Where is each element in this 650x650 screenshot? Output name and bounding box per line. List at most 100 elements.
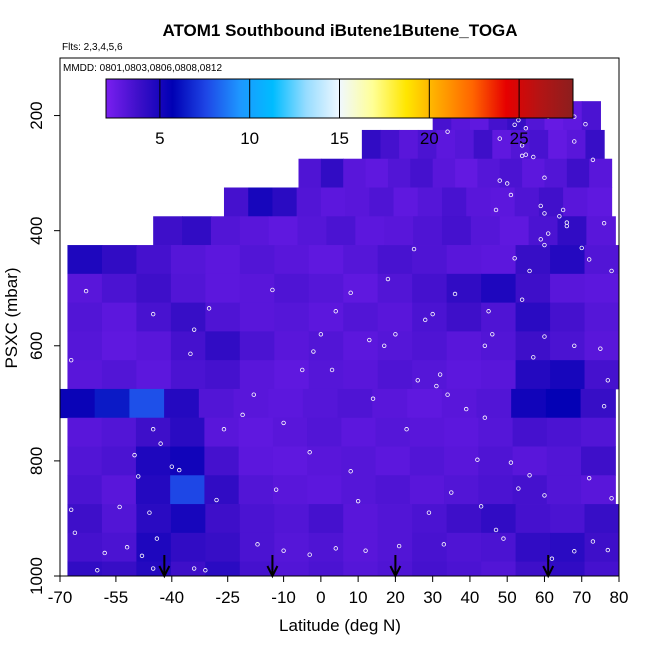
heatmap-cell <box>441 388 478 419</box>
sample-point <box>445 392 450 397</box>
heatmap-cell <box>375 446 411 476</box>
sample-point <box>348 290 353 296</box>
x-tick-label: 20 <box>386 588 405 607</box>
x-tick-label: -25 <box>215 588 240 607</box>
heatmap-cell <box>481 561 517 576</box>
heatmap-cell <box>470 216 501 246</box>
heatmap-cell <box>268 388 304 419</box>
sample-point <box>586 475 592 481</box>
heatmap-cell <box>446 561 482 576</box>
sample-point <box>482 415 488 420</box>
heatmap-cell <box>436 129 456 160</box>
heatmap-cell <box>511 388 547 419</box>
heatmap-cell <box>455 158 478 188</box>
heatmap-cell <box>204 417 240 447</box>
sample-point <box>519 153 525 159</box>
sample-point <box>486 309 491 314</box>
heatmap-cell <box>308 360 344 390</box>
sample-point <box>560 207 566 213</box>
heatmap-cell <box>585 129 605 160</box>
heatmap-cell <box>446 273 482 304</box>
heatmap-cell <box>557 216 587 246</box>
heatmap-cell <box>341 446 377 476</box>
heatmap-cell <box>481 302 517 332</box>
sample-point <box>169 464 174 469</box>
heatmap-cell <box>413 216 443 246</box>
heatmap-cell <box>550 504 586 534</box>
sample-point <box>583 121 588 127</box>
sample-point <box>542 175 547 180</box>
heatmap-cell <box>308 331 344 361</box>
heatmap-cell <box>343 561 379 576</box>
heatmap-cell <box>355 216 385 246</box>
sample-point <box>255 542 260 547</box>
heatmap-cell <box>481 273 517 304</box>
y-axis: 200 400 600 800 1000 <box>27 101 60 595</box>
heatmap-cell <box>499 158 523 188</box>
sample-point <box>572 139 577 144</box>
sample-point <box>221 427 227 432</box>
heatmap-cell <box>337 388 373 419</box>
heatmap-cell <box>238 475 274 505</box>
y-tick-label: 600 <box>27 332 46 360</box>
heatmap-cell <box>548 129 568 160</box>
heatmap-cell <box>136 331 172 361</box>
heatmap-cell <box>170 273 206 304</box>
heatmap-cell <box>377 245 413 275</box>
sample-points <box>68 114 614 573</box>
sample-point <box>382 343 387 348</box>
heatmap-cell <box>375 417 411 447</box>
heatmap-cell <box>170 360 206 390</box>
heatmap-cell <box>101 446 137 476</box>
heatmap-cell <box>205 302 241 332</box>
heatmap-cell <box>239 504 275 534</box>
heatmap-cell <box>136 360 172 390</box>
heatmap-cell <box>580 388 616 419</box>
sample-point <box>281 548 286 553</box>
heatmap-cell <box>409 417 445 447</box>
heatmap-cell <box>274 504 310 534</box>
x-tick-label: -10 <box>271 588 296 607</box>
heatmap-cell <box>387 158 411 188</box>
sample-point <box>601 220 607 226</box>
heatmap-cell <box>210 216 241 246</box>
sample-point <box>393 332 398 337</box>
heatmap-cell <box>444 475 479 505</box>
x-tick-label: 40 <box>460 588 479 607</box>
heatmap-cell <box>412 273 448 304</box>
heatmap-cell <box>274 302 310 332</box>
sample-point <box>150 311 156 317</box>
heatmap-cell <box>239 216 270 246</box>
heatmap-cell <box>204 475 240 505</box>
heatmap-cell <box>412 331 448 361</box>
heatmap-cell <box>67 475 103 505</box>
sample-point <box>482 343 488 348</box>
heatmap-cell <box>170 245 206 275</box>
sample-point <box>333 546 338 551</box>
heatmap-cell <box>407 388 443 419</box>
heatmap-cell <box>412 532 448 563</box>
heatmap-cell <box>136 504 172 534</box>
sample-point <box>557 214 562 219</box>
heatmap-cell <box>466 187 492 217</box>
sample-point <box>527 473 532 478</box>
heatmap-cell <box>170 475 206 505</box>
heatmap-cell <box>170 331 206 361</box>
heatmap-cell <box>566 158 590 188</box>
heatmap-cell <box>239 360 275 390</box>
heatmap-cell <box>67 561 103 576</box>
heatmap-cell <box>587 187 613 217</box>
heatmap-cell <box>307 446 342 476</box>
sample-point <box>572 343 577 348</box>
heatmap-cell <box>409 475 445 505</box>
sample-point <box>538 237 543 242</box>
sample-point <box>609 496 614 501</box>
heatmap-cell <box>512 446 548 476</box>
sample-point <box>505 181 510 186</box>
sample-point <box>318 332 324 337</box>
heatmap-cell <box>412 561 448 576</box>
heatmap-cell <box>412 245 448 275</box>
sample-point <box>154 536 160 541</box>
heatmap-cell <box>298 158 322 188</box>
